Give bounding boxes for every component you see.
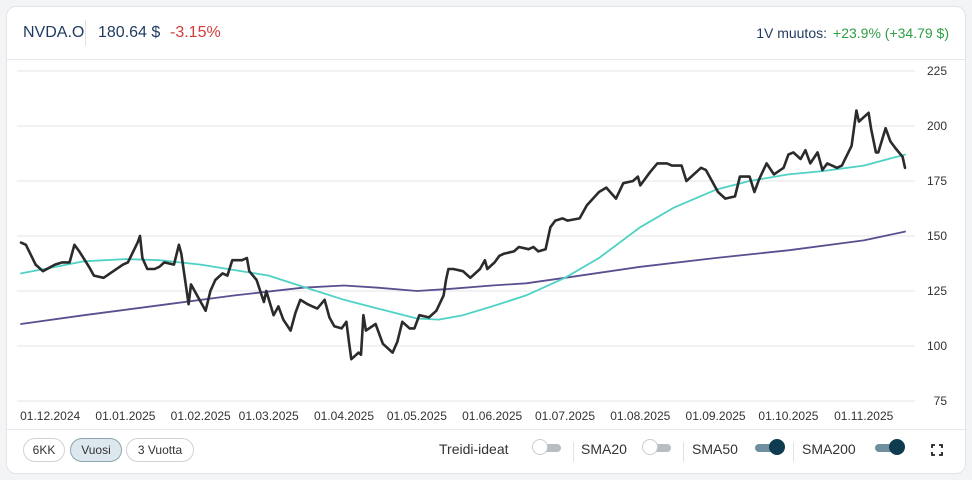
day-change-percent: -3.15% — [170, 24, 221, 41]
trade-ideas-label: Treidi-ideat — [439, 441, 509, 457]
ticker-symbol: NVDA.O — [23, 24, 85, 41]
chart-header: NVDA.O 180.64 $ -3.15% 1V muutos: +23.9% … — [7, 7, 965, 60]
x-tick-label: 01.08.2025 — [610, 409, 670, 423]
chart-card: NVDA.O 180.64 $ -3.15% 1V muutos: +23.9% … — [6, 6, 966, 474]
year-change: 1V muutos: +23.9% (+34.79 $) — [756, 25, 949, 41]
price-line — [19, 109, 907, 361]
toggle-divider — [793, 442, 794, 462]
toggle-knob — [532, 439, 548, 455]
trade-ideas-toggle[interactable] — [532, 439, 561, 455]
x-tick-label: 01.04.2025 — [314, 409, 374, 423]
y-tick-label: 200 — [927, 119, 947, 133]
toggle-divider — [573, 442, 574, 462]
x-tick-label: 01.12.2024 — [20, 409, 80, 423]
x-tick-label: 01.11.2025 — [834, 409, 893, 423]
x-tick-label: 01.01.2025 — [95, 409, 155, 423]
last-price: 180.64 $ — [98, 24, 161, 41]
expand-icon[interactable] — [927, 440, 947, 460]
x-tick-label: 01.07.2025 — [535, 409, 595, 423]
range-6m-button[interactable]: 6KK — [23, 438, 65, 462]
x-tick-label: 01.05.2025 — [387, 409, 447, 423]
sma20-label: SMA20 — [581, 441, 627, 457]
y-tick-label: 175 — [927, 174, 947, 188]
toggle-knob — [642, 439, 658, 455]
header-divider — [85, 20, 86, 46]
toggle-knob — [889, 439, 905, 455]
x-tick-label: 01.06.2025 — [462, 409, 522, 423]
toggle-knob — [769, 439, 785, 455]
y-tick-label: 150 — [927, 229, 947, 243]
year-change-label: 1V muutos: — [756, 25, 828, 41]
sma200-label: SMA200 — [802, 441, 856, 457]
x-tick-label: 01.09.2025 — [686, 409, 746, 423]
toggle-divider — [683, 442, 684, 462]
sma50-line — [20, 153, 906, 321]
x-tick-label: 01.03.2025 — [239, 409, 299, 423]
price-chart[interactable]: 225 200 175 150 125 100 75 01.12.2024 01.01.2025… — [7, 59, 965, 429]
y-tick-label: 125 — [927, 284, 947, 298]
x-tick-label: 01.02.2025 — [171, 409, 231, 423]
sma200-toggle[interactable] — [875, 439, 905, 455]
y-tick-label: 75 — [934, 394, 948, 408]
sma20-toggle[interactable] — [642, 439, 671, 455]
fullscreen-glyph — [931, 444, 943, 456]
x-tick-label: 01.10.2025 — [758, 409, 818, 423]
sma50-label: SMA50 — [692, 441, 738, 457]
sma200-line — [20, 230, 906, 325]
sma50-toggle[interactable] — [755, 439, 785, 455]
chart-controls: 6KK Vuosi 3 Vuotta Treidi-ideat SMA20 SM… — [7, 429, 965, 473]
year-change-value: +23.9% (+34.79 $) — [833, 25, 949, 41]
range-1y-button[interactable]: Vuosi — [70, 438, 122, 462]
y-tick-label: 100 — [927, 339, 947, 353]
range-3y-button[interactable]: 3 Vuotta — [126, 438, 194, 462]
y-tick-label: 225 — [927, 64, 947, 78]
